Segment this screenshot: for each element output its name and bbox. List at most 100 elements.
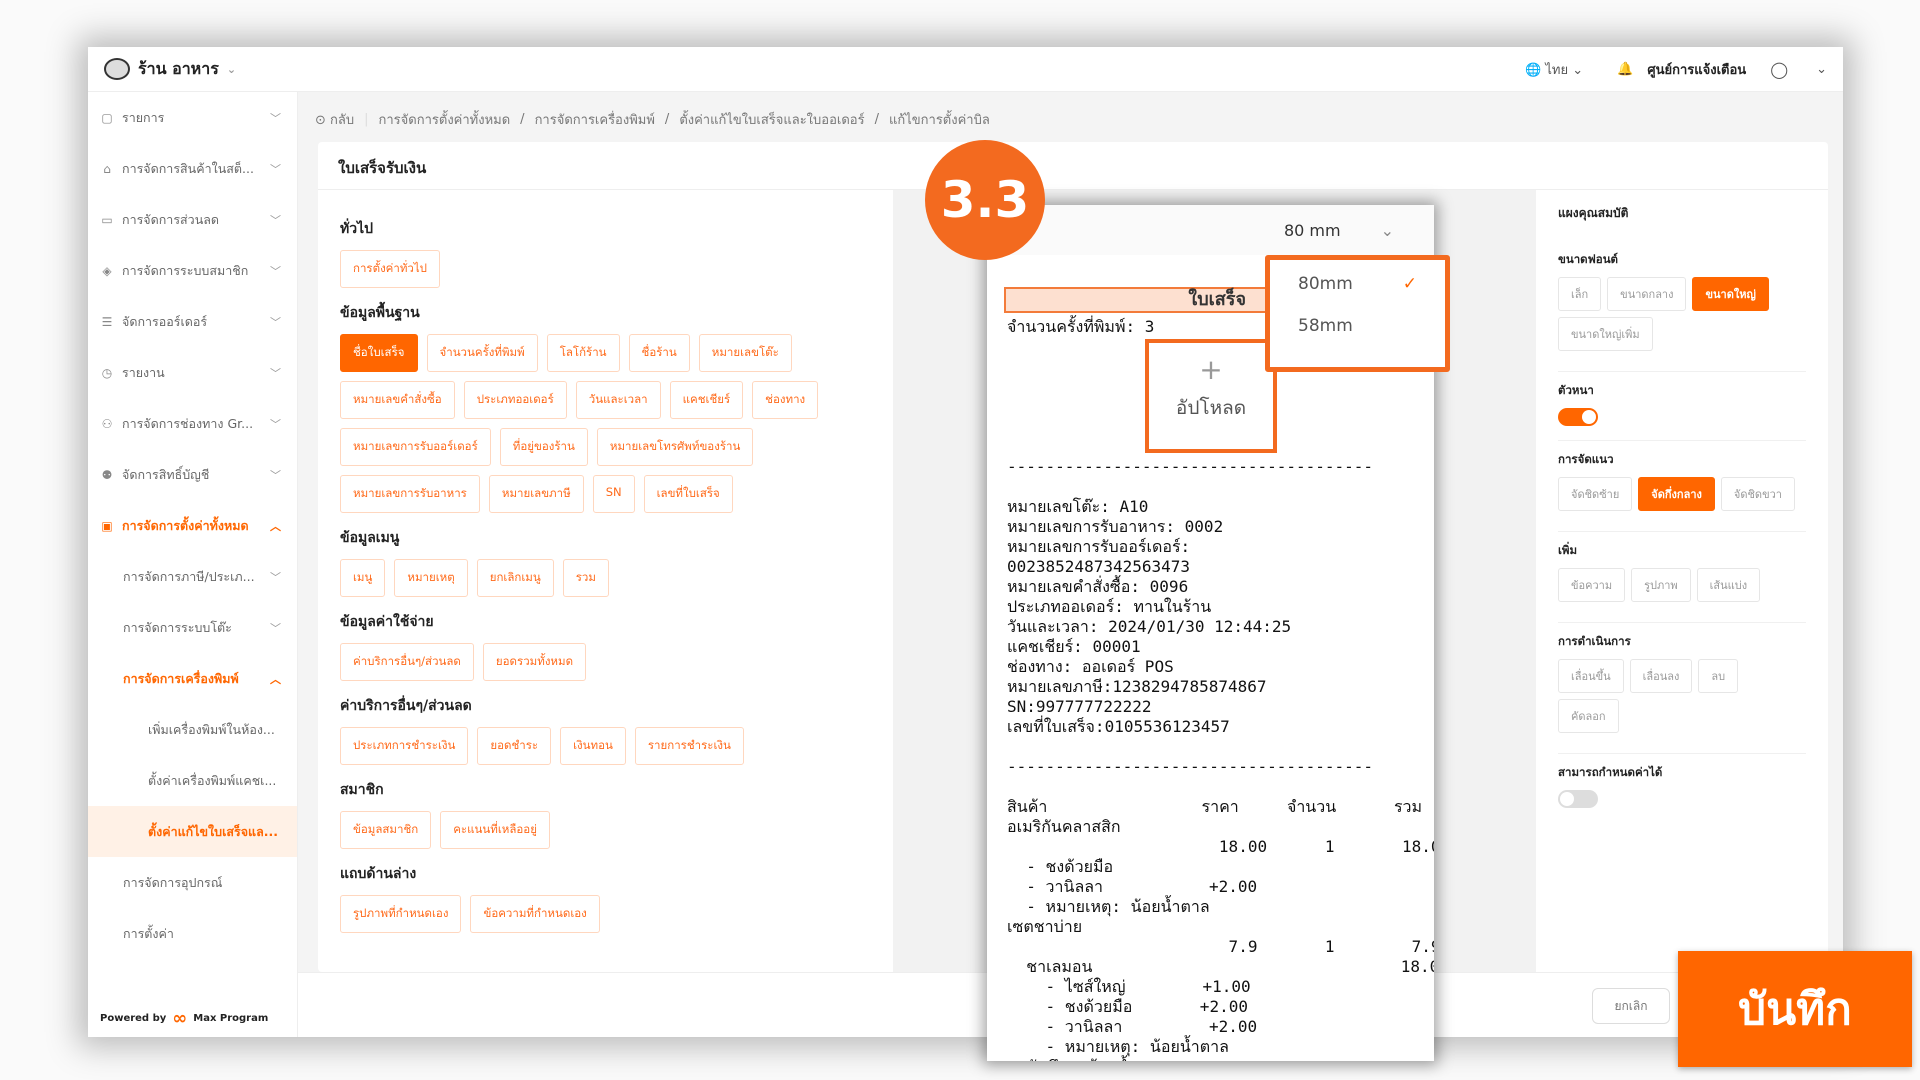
cancel-button[interactable]: ยกเลิก: [1592, 988, 1670, 1024]
powered-label: Powered by: [100, 1013, 167, 1024]
sidebar-item[interactable]: การจัดการอุปกรณ์: [88, 857, 297, 908]
back-link[interactable]: ⊙ กลับ: [315, 113, 355, 128]
add-option[interactable]: เส้นแบ่ง: [1696, 568, 1761, 602]
section-title: ค่าบริการอื่นๆ/ส่วนลด: [340, 698, 472, 714]
logo-upload-box[interactable]: + อัปโหลด: [1145, 339, 1277, 453]
sidebar-item[interactable]: ⌂ การจัดการสินค้าในสต็... ﹀: [88, 143, 297, 194]
field-chip[interactable]: ข้อมูลสมาชิก: [340, 811, 432, 849]
sidebar-subitem[interactable]: การจัดการระบบโต๊ะ ﹀: [88, 602, 297, 653]
receipt-line: เลขที่ใบเสร็จ:0105536123457: [1007, 717, 1230, 736]
field-chip[interactable]: รายการชำระเงิน: [634, 727, 744, 765]
receipt-line: [1007, 777, 1414, 797]
field-chip[interactable]: หมายเลขคำสั่งซื้อ: [340, 381, 455, 419]
field-chip[interactable]: ยกเลิกเมนู: [476, 559, 554, 597]
sidebar-item[interactable]: ⚇ การจัดการช่องทาง Gr... ﹀: [88, 398, 297, 449]
receipt-line: [1007, 737, 1414, 757]
language-selector[interactable]: 🌐 ไทย ⌄: [1525, 62, 1584, 78]
sidebar-item[interactable]: การตั้งค่า: [88, 908, 297, 959]
sidebar-subitem[interactable]: ตั้งค่าเครื่องพิมพ์แคชเ...: [88, 755, 297, 806]
sidebar-item[interactable]: ◈ การจัดการระบบสมาชิก ﹀: [88, 245, 297, 296]
save-button[interactable]: บันทึก: [1678, 951, 1912, 1067]
font_size-option[interactable]: เล็ก: [1558, 277, 1602, 311]
field-chip[interactable]: ช่องทาง: [752, 381, 819, 419]
sidebar-item[interactable]: ▢ รายการ ﹀: [88, 92, 297, 143]
field-chip[interactable]: รวม: [562, 559, 609, 597]
align-option[interactable]: จัดชิดขวา: [1720, 477, 1795, 511]
field-chip[interactable]: หมายเลขการรับอาหาร: [340, 475, 480, 513]
bell-icon[interactable]: 🔔: [1617, 61, 1634, 77]
receipt-title-block[interactable]: ใบเสร็จ: [1004, 287, 1268, 313]
sidebar-subitem[interactable]: การจัดการเครื่องพิมพ์ ︿: [88, 653, 297, 704]
sidebar-item-label: รายการ: [122, 109, 165, 125]
sidebar-item[interactable]: ☰ จัดการออร์เดอร์ ﹀: [88, 296, 297, 347]
breadcrumb-item[interactable]: การจัดการตั้งค่าทั้งหมด: [378, 113, 511, 128]
bold-toggle[interactable]: [1558, 408, 1598, 426]
add-option[interactable]: รูปภาพ: [1631, 568, 1691, 602]
breadcrumb-item[interactable]: การจัดการเครื่องพิมพ์: [534, 113, 655, 128]
chevron-down-icon[interactable]: ⌄: [1816, 61, 1827, 77]
ops-option[interactable]: เลื่อนขึ้น: [1558, 659, 1624, 693]
notification-center[interactable]: ศูนย์การแจ้งเตือน: [1647, 62, 1747, 78]
receipt-line: 18.00 1 18.00: [1007, 837, 1434, 856]
field-chip[interactable]: หมายเลขโต๊ะ: [698, 334, 792, 372]
sidebar-subitem[interactable]: การจัดการภาษี/ประเภ... ﹀: [88, 551, 297, 602]
sidebar-item[interactable]: ◷ รายงาน ﹀: [88, 347, 297, 398]
option-58mm[interactable]: 58mm: [1270, 302, 1445, 344]
receipt-line: --------------------------------------: [1007, 757, 1374, 776]
sidebar-item[interactable]: ▣ การจัดการตั้งค่าทั้งหมด ︿: [88, 500, 297, 551]
font_size-option[interactable]: ขนาดใหญ่: [1692, 277, 1769, 311]
field-chip[interactable]: วันและเวลา: [575, 381, 661, 419]
paper-size-select[interactable]: 80 mm ⌄: [987, 205, 1434, 255]
sidebar-item[interactable]: ▭ การจัดการส่วนลด ﹀: [88, 194, 297, 245]
sidebar-item-label: การจัดการอุปกรณ์: [123, 874, 223, 890]
field-chip[interactable]: เงินทอน: [560, 727, 626, 765]
field-chip[interactable]: ชื่อใบเสร็จ: [340, 334, 418, 372]
field-chip[interactable]: ยอดรวมทั้งหมด: [482, 643, 587, 681]
sidebar-item[interactable]: ⚉ จัดการสิทธิ์บัญชี ﹀: [88, 449, 297, 500]
user-avatar-icon[interactable]: ◯: [1770, 59, 1789, 79]
ops-option[interactable]: ลบ: [1698, 659, 1739, 693]
sidebar-item-label: การจัดการภาษี/ประเภ...: [123, 568, 255, 584]
breadcrumb-item[interactable]: ตั้งค่าแก้ไขใบเสร็จและใบออเดอร์: [679, 113, 865, 128]
field-chip[interactable]: หมายเลขโทรศัพท์ของร้าน: [596, 428, 754, 466]
align-option[interactable]: จัดชิดซ้าย: [1558, 477, 1633, 511]
receipt-line: - ชงด้วยมือ +2.00: [1007, 997, 1248, 1016]
field-chip[interactable]: หมายเลขภาษี: [488, 475, 584, 513]
field-chip[interactable]: ประเภทการชำระเงิน: [340, 727, 469, 765]
field-chip[interactable]: ยอดชำระ: [477, 727, 552, 765]
field-chip[interactable]: ที่อยู่ของร้าน: [499, 428, 588, 466]
sidebar-subitem[interactable]: ตั้งค่าแก้ไขใบเสร็จแล...: [88, 806, 297, 857]
sidebar-subitem[interactable]: เพิ่มเครื่องพิมพ์ในห้อง...: [88, 704, 297, 755]
field-chip[interactable]: เลขที่ใบเสร็จ: [643, 475, 733, 513]
field-chip[interactable]: ค่าบริการอื่นๆ/ส่วนลด: [340, 643, 474, 681]
field-chip[interactable]: หมายเลขการรับออร์เดอร์: [340, 428, 491, 466]
ops-option[interactable]: เลื่อนลง: [1629, 659, 1693, 693]
field-chip[interactable]: ประเภทออเดอร์: [463, 381, 567, 419]
chip-group: เมนู หมายเหตุ ยกเลิกเมนู รวม: [340, 559, 871, 597]
field-chip[interactable]: รูปภาพที่กำหนดเอง: [340, 895, 462, 933]
sidebar-item-label: รายงาน: [122, 364, 165, 380]
field-chip[interactable]: SN: [592, 475, 635, 513]
receipt-line: สินค้า ราคา จำนวน รวม: [1007, 797, 1423, 816]
ops-option[interactable]: คัดลอก: [1558, 699, 1619, 733]
field-chip[interactable]: เมนู: [340, 559, 386, 597]
option-label: 80mm: [1298, 274, 1353, 294]
field-chip[interactable]: คะแนนที่เหลืออยู่: [440, 811, 550, 849]
align-option[interactable]: จัดกึ่งกลาง: [1638, 477, 1715, 511]
field-chip[interactable]: จำนวนครั้งที่พิมพ์: [426, 334, 538, 372]
field-chip[interactable]: ข้อความที่กำหนดเอง: [470, 895, 600, 933]
font_size-option[interactable]: ขนาดใหญ่เพิ่ม: [1558, 317, 1653, 351]
font_size-option[interactable]: ขนาดกลาง: [1607, 277, 1687, 311]
store-switcher[interactable]: ร้าน อาหาร ⌄: [104, 57, 236, 82]
option-80mm[interactable]: 80mm ✓: [1270, 260, 1445, 302]
receipt-line: หมายเลขภาษี:1238294785874867: [1007, 677, 1267, 696]
add-option[interactable]: ข้อความ: [1558, 568, 1626, 602]
field-chip[interactable]: โลโก้ร้าน: [546, 334, 620, 372]
field-chip[interactable]: หมายเหตุ: [394, 559, 468, 597]
field-chip[interactable]: แคชเชียร์: [669, 381, 744, 419]
field-chip[interactable]: การตั้งค่าทั่วไป: [340, 250, 440, 288]
receipt-line: เซตชาบ่าย: [1007, 917, 1083, 936]
field-chip[interactable]: ชื่อร้าน: [628, 334, 690, 372]
sidebar: ▢ รายการ ﹀ ⌂ การจัดการสินค้าในสต็... ﹀ ▭ การจัด…: [88, 92, 298, 1037]
customizable-toggle[interactable]: [1558, 790, 1598, 808]
